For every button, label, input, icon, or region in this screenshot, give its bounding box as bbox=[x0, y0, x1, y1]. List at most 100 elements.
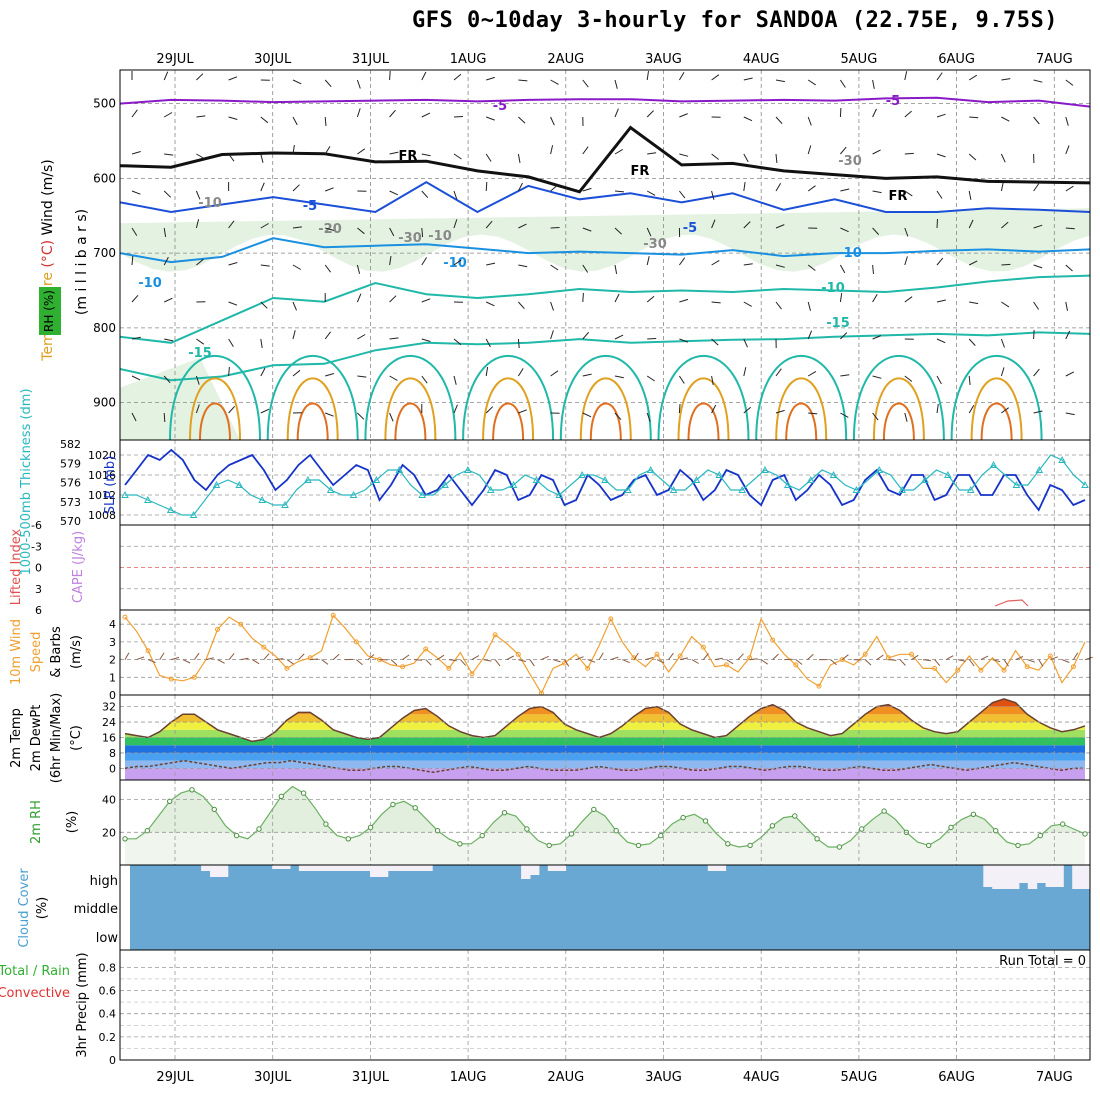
y-tick-label-right: 1016 bbox=[88, 469, 116, 482]
rh-shading bbox=[120, 208, 1090, 272]
wind-barb bbox=[575, 656, 584, 661]
wind-barb bbox=[864, 659, 872, 666]
thickness-line bbox=[125, 454, 1086, 516]
y-tick-label: -6 bbox=[31, 519, 42, 532]
wind-barb bbox=[292, 116, 298, 126]
wind-barb bbox=[124, 652, 130, 660]
panel-frame bbox=[119, 949, 1091, 1061]
rh-marker bbox=[926, 842, 932, 849]
wind-barb bbox=[131, 227, 138, 236]
wind-barb bbox=[934, 659, 941, 667]
rh-marker bbox=[769, 823, 776, 829]
wind-speed-marker bbox=[238, 621, 244, 627]
wind-barb bbox=[969, 301, 979, 305]
high-cloud-bar bbox=[352, 865, 362, 871]
wind-barb bbox=[1050, 656, 1058, 661]
wind-barb bbox=[518, 409, 527, 414]
temp-panel: 32 24 16 8 0 2m Temp 2m DewPt (6hr Min/Max) (°C) bbox=[9, 693, 1091, 783]
wind-barb bbox=[518, 223, 527, 229]
high-cloud-bar bbox=[521, 865, 531, 879]
wind-barb bbox=[228, 338, 234, 347]
wind-barb bbox=[421, 112, 431, 118]
wind-barb bbox=[1033, 368, 1040, 377]
wind-barb bbox=[217, 659, 225, 664]
wind-barb bbox=[292, 301, 297, 311]
wind-barb bbox=[163, 375, 171, 384]
thickness-marker bbox=[1035, 465, 1044, 473]
temp-band bbox=[125, 714, 1085, 723]
wind-axis-label: (m/s) bbox=[69, 635, 84, 669]
contour-label: -10 bbox=[198, 196, 222, 211]
high-cloud-bar bbox=[1027, 865, 1038, 889]
wind-barb bbox=[131, 151, 141, 155]
wind-speed-marker bbox=[955, 667, 961, 673]
wind-barb bbox=[679, 190, 686, 199]
wind-barb bbox=[711, 301, 721, 304]
isotherm-warm-loop bbox=[384, 377, 437, 441]
wind-barb bbox=[1000, 367, 1005, 377]
isotherm-warm-loop bbox=[687, 402, 720, 441]
isotherm-warm-loop bbox=[775, 377, 828, 441]
thickness-marker bbox=[486, 485, 495, 493]
wind-barb bbox=[969, 116, 979, 119]
wind-barb bbox=[679, 153, 689, 157]
thickness-marker bbox=[738, 485, 746, 493]
thickness-marker bbox=[304, 475, 312, 483]
x-tick-label-top: 1AUG bbox=[450, 52, 487, 67]
high-cloud-bar bbox=[378, 865, 389, 877]
wind-barb bbox=[1003, 659, 1009, 667]
contour-label: -10 bbox=[443, 256, 467, 271]
wind-barb bbox=[193, 652, 200, 660]
high-cloud-bar bbox=[547, 865, 558, 871]
wind-barb bbox=[795, 659, 803, 665]
wind-barb bbox=[737, 653, 744, 660]
temp-axis-label: 2m Temp bbox=[9, 708, 24, 768]
wind-barb bbox=[131, 109, 138, 118]
wind-speed-line bbox=[124, 614, 1086, 695]
wind-barb bbox=[839, 264, 846, 274]
wind-axis-label: 10m Wind bbox=[9, 619, 24, 685]
rh-panel: 40 20 2m RH (%) bbox=[29, 779, 1091, 866]
wind-barb bbox=[775, 409, 785, 414]
wind-barb bbox=[582, 292, 584, 303]
wind-barb bbox=[936, 218, 938, 229]
wind-barb bbox=[471, 655, 480, 661]
isotherm-warm-loop bbox=[266, 354, 359, 441]
wind-barb bbox=[743, 367, 747, 377]
wind-barb bbox=[485, 338, 491, 348]
thickness-marker bbox=[189, 510, 198, 518]
wind-barb bbox=[614, 227, 622, 235]
cloud-area bbox=[130, 865, 1090, 950]
y-tick-label: -3 bbox=[31, 540, 42, 553]
wind-barb bbox=[646, 375, 655, 382]
wind-barb bbox=[904, 227, 909, 237]
rh-marker bbox=[747, 842, 753, 849]
wind-barb bbox=[872, 375, 882, 379]
rh-marker bbox=[725, 841, 731, 847]
wind-barb bbox=[550, 330, 554, 340]
isotherm-warm-loop bbox=[296, 402, 329, 441]
wind-barb bbox=[647, 152, 657, 155]
cloud-panel: high middle low Cloud Cover (%) bbox=[17, 864, 1091, 951]
wind-barb bbox=[678, 403, 681, 414]
wind-barb bbox=[356, 108, 361, 118]
wind-barb bbox=[550, 370, 559, 377]
rh-legend-swatch bbox=[39, 287, 61, 335]
wind-barb bbox=[421, 71, 427, 81]
wind-barb bbox=[550, 264, 559, 271]
wind-barb bbox=[872, 335, 882, 340]
high-cloud-bar bbox=[530, 865, 540, 875]
wind-barb bbox=[936, 257, 944, 266]
wind-barb bbox=[656, 659, 665, 664]
wind-barb bbox=[292, 330, 296, 340]
contour-label: -30 bbox=[398, 231, 422, 246]
wind-barb bbox=[506, 655, 515, 661]
wind-barb bbox=[486, 262, 496, 266]
rh-line bbox=[125, 785, 1086, 848]
isotherm-warm-loop bbox=[677, 377, 730, 441]
y-tick-label-right: 1020 bbox=[88, 449, 116, 462]
wind-barb bbox=[228, 220, 235, 229]
wind-barb bbox=[807, 264, 816, 271]
wind-barb bbox=[872, 412, 879, 421]
wind-barb bbox=[1000, 182, 1004, 192]
